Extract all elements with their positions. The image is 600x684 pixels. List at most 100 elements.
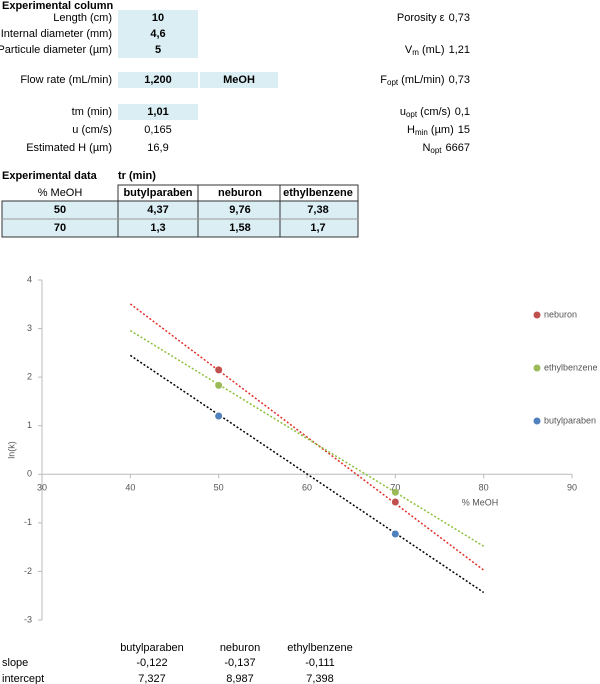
data-point xyxy=(215,366,223,374)
table-cell: 1,3 xyxy=(150,222,165,234)
column-header: neburon xyxy=(220,642,260,654)
result-value: 1,21 xyxy=(449,44,470,56)
column-header: neburon xyxy=(218,187,262,199)
result-value: 15 xyxy=(458,124,470,136)
result: uopt (cm/s) 0,1 xyxy=(400,106,470,119)
result-label: V xyxy=(405,44,413,56)
row-label: u (cm/s) xyxy=(72,124,112,136)
result-label: Porosity ε xyxy=(397,12,445,24)
y-tick-label: 0 xyxy=(27,469,32,479)
legend-label: ethylbenzene xyxy=(544,362,598,372)
column-header: ethylbenzene xyxy=(287,642,352,654)
column-header: ethylbenzene xyxy=(283,187,353,199)
result-sub: opt xyxy=(387,78,399,87)
result-label: (µm) xyxy=(428,124,454,136)
result-label: (mL/min) xyxy=(398,74,444,86)
x-tick-label: 80 xyxy=(479,483,489,493)
result-value: 0,73 xyxy=(449,74,470,86)
intercept-value: 7,398 xyxy=(306,673,334,684)
row-value: 4,6 xyxy=(150,28,165,40)
slope-value: -0,111 xyxy=(305,657,335,669)
column-header: butylparaben xyxy=(123,187,192,199)
row-value: 16,9 xyxy=(147,142,168,154)
row-value: 1,200 xyxy=(144,74,172,86)
result-label: N xyxy=(422,142,430,154)
row-label: Internal diameter (mm) xyxy=(1,28,112,40)
y-tick-label: -3 xyxy=(24,614,32,624)
result-sub: opt xyxy=(430,146,442,155)
legend-label: butylparaben xyxy=(544,415,596,425)
y-tick-label: -2 xyxy=(24,566,32,576)
row-label: Estimated H (µm) xyxy=(26,142,112,154)
legend-marker xyxy=(533,311,541,319)
y-tick-label: 1 xyxy=(27,420,32,430)
data-point xyxy=(391,530,399,538)
trendline xyxy=(129,354,485,594)
trendline xyxy=(129,329,485,547)
row-label: Particule diameter (µm) xyxy=(0,44,112,56)
group-header: tr (min) xyxy=(118,170,156,182)
table-cell: 50 xyxy=(54,204,66,216)
value-cell xyxy=(118,10,198,26)
x-tick-label: 60 xyxy=(302,483,312,493)
result-sub: opt xyxy=(406,110,418,119)
result-sub: m xyxy=(412,48,419,57)
x-tick-label: 30 xyxy=(37,483,47,493)
data-point xyxy=(215,412,223,420)
result-value: 0,73 xyxy=(449,12,470,24)
value-cell xyxy=(118,104,198,120)
solvent: MeOH xyxy=(223,74,255,86)
value-cell xyxy=(118,42,198,58)
slope-value: -0,122 xyxy=(136,657,167,669)
row-label: tm (min) xyxy=(72,106,112,118)
data-point xyxy=(215,381,223,389)
value-cell xyxy=(118,72,198,88)
table-cell: 1,58 xyxy=(229,222,250,234)
section-title: Experimental column xyxy=(2,0,114,12)
x-axis-title: % MeOH xyxy=(462,497,499,507)
result: Nopt 6667 xyxy=(422,142,470,155)
table-cell: 1,7 xyxy=(310,222,325,234)
y-axis-title: ln(k) xyxy=(6,441,16,459)
legend-marker xyxy=(533,417,541,425)
data-point xyxy=(391,498,399,506)
y-tick-label: 4 xyxy=(27,274,32,284)
intercept-value: 7,327 xyxy=(138,673,166,684)
intercept-value: 8,987 xyxy=(226,673,254,684)
result: Porosity ε 0,73 xyxy=(397,12,470,24)
result-label: H xyxy=(407,124,415,136)
table-cell: 70 xyxy=(54,222,66,234)
result-sub: min xyxy=(415,128,428,137)
table-cell: 7,38 xyxy=(307,204,328,216)
x-tick-label: 90 xyxy=(567,483,577,493)
result: Fopt (mL/min) 0,73 xyxy=(380,74,470,87)
table-cell: 9,76 xyxy=(229,204,250,216)
y-tick-label: 2 xyxy=(27,372,32,382)
slope-value: -0,137 xyxy=(224,657,255,669)
row-label: Length (cm) xyxy=(53,12,112,24)
y-tick-label: 3 xyxy=(27,323,32,333)
table-cell: 4,37 xyxy=(147,204,168,216)
row-label: Flow rate (mL/min) xyxy=(20,74,112,86)
result-label: u xyxy=(400,106,406,118)
result-label: F xyxy=(380,74,387,86)
result-label: (cm/s) xyxy=(417,106,451,118)
row-label: intercept xyxy=(2,673,44,684)
x-tick-label: 50 xyxy=(214,483,224,493)
x-tick-label: 70 xyxy=(390,483,400,493)
result-label: (mL) xyxy=(419,44,445,56)
column-header: % MeOH xyxy=(38,187,83,199)
section-title: Experimental data xyxy=(2,170,98,182)
row-label: slope xyxy=(2,657,28,669)
row-value: 1,01 xyxy=(147,106,168,118)
result-value: 0,1 xyxy=(455,106,470,118)
column-header: butylparaben xyxy=(120,642,184,654)
result-value: 6667 xyxy=(446,142,470,154)
y-tick-label: -1 xyxy=(24,517,32,527)
row-value: 0,165 xyxy=(144,124,172,136)
value-cell xyxy=(200,72,278,88)
legend-marker xyxy=(533,364,541,372)
row-value: 10 xyxy=(152,12,164,24)
x-tick-label: 40 xyxy=(125,483,135,493)
